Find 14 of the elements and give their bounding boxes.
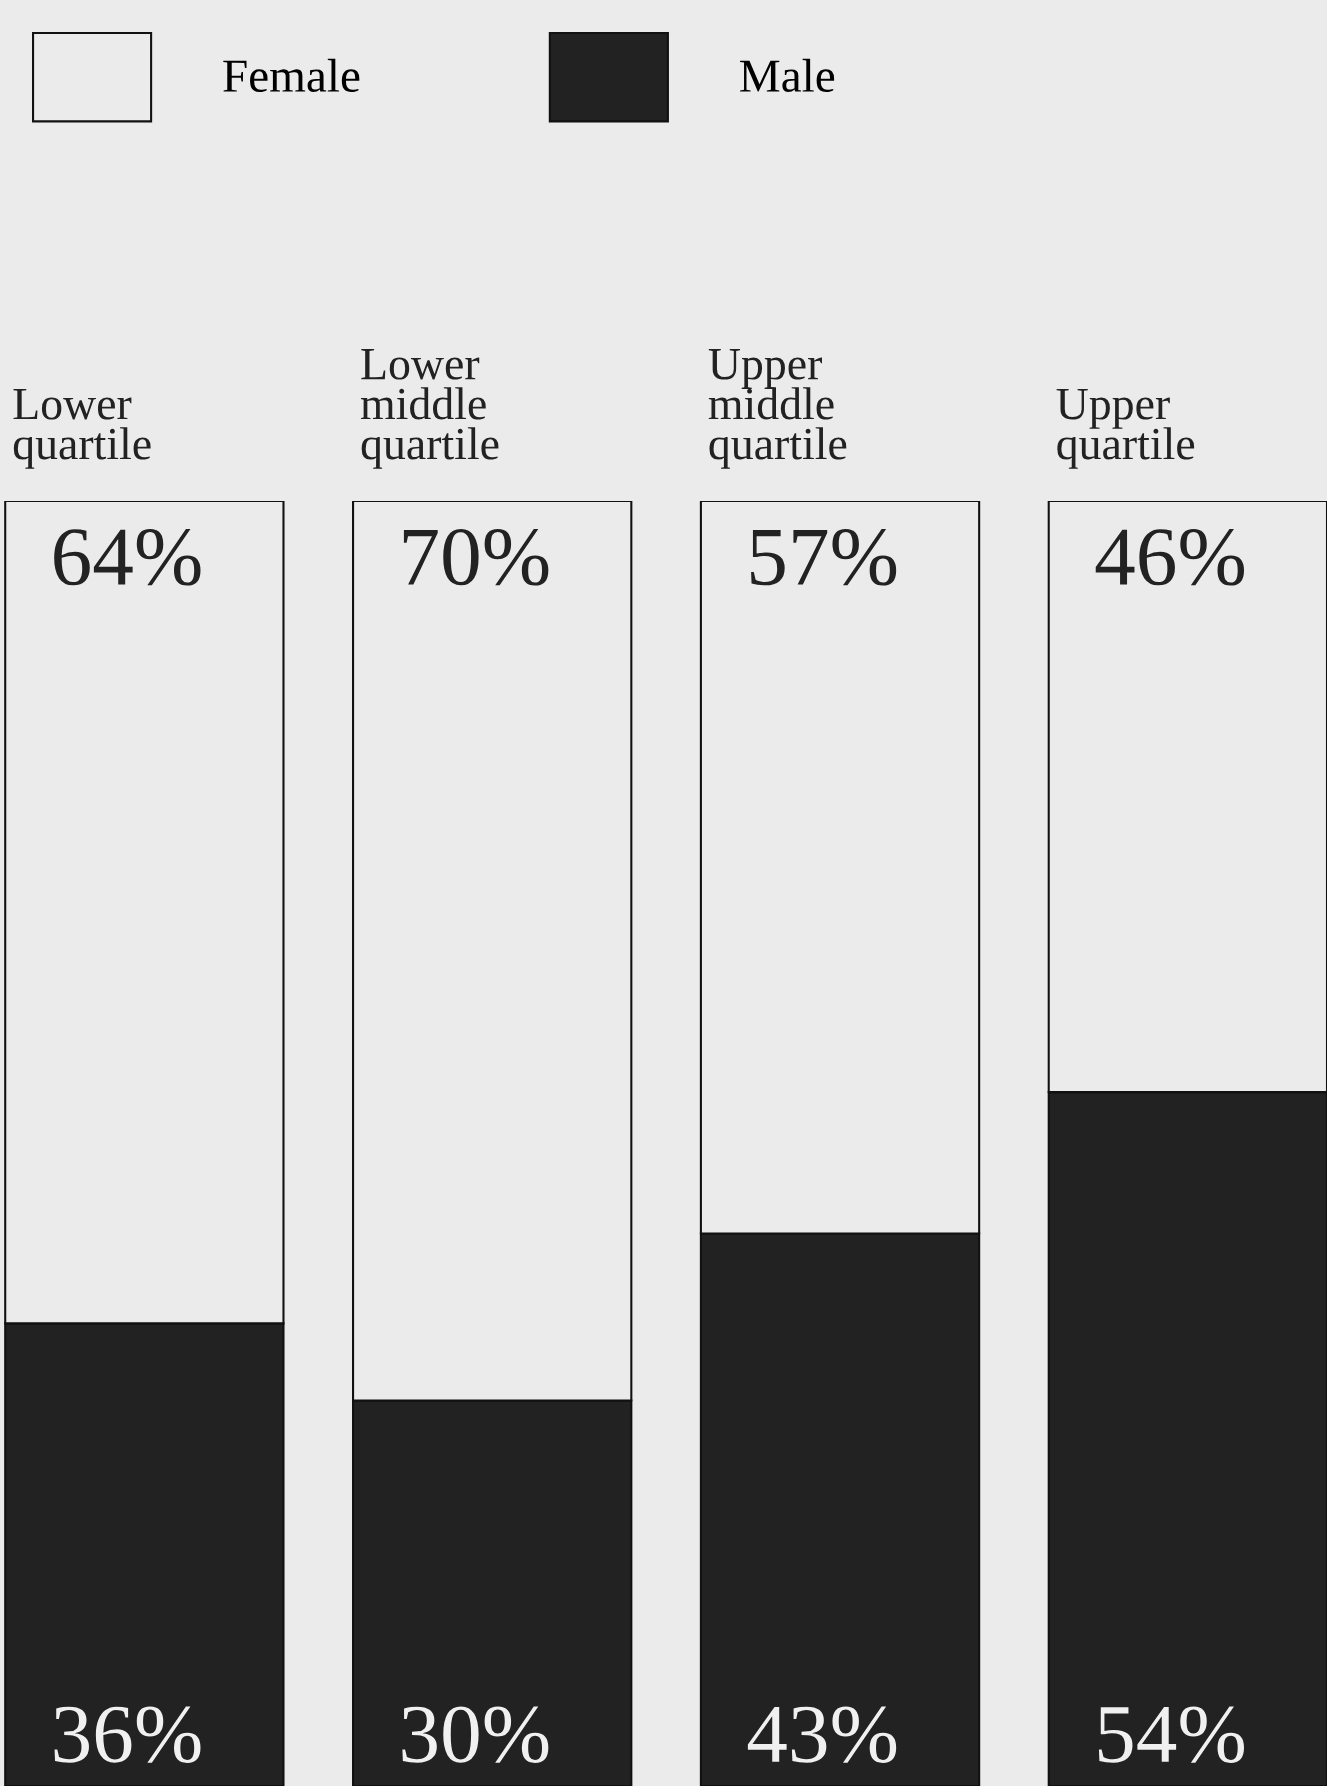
x-tick-label: Lower middle quartile bbox=[360, 349, 499, 469]
data-label: 64% bbox=[54, 529, 201, 586]
data-label: 43% bbox=[747, 1706, 897, 1763]
data-label: 46% bbox=[1095, 529, 1245, 586]
data-label: 57% bbox=[751, 529, 897, 586]
data-label: 36% bbox=[54, 1706, 201, 1763]
data-label: 30% bbox=[402, 1706, 549, 1763]
x-tick-label: Lower quartile bbox=[13, 389, 151, 469]
legend-label: Female bbox=[223, 58, 360, 93]
legend-label: Male bbox=[740, 58, 835, 93]
data-label: 54% bbox=[1098, 1706, 1245, 1763]
x-tick-label: Upper quartile bbox=[1056, 389, 1195, 469]
x-tick-label: Upper middle quartile bbox=[708, 349, 847, 469]
data-label: 70% bbox=[403, 529, 549, 586]
